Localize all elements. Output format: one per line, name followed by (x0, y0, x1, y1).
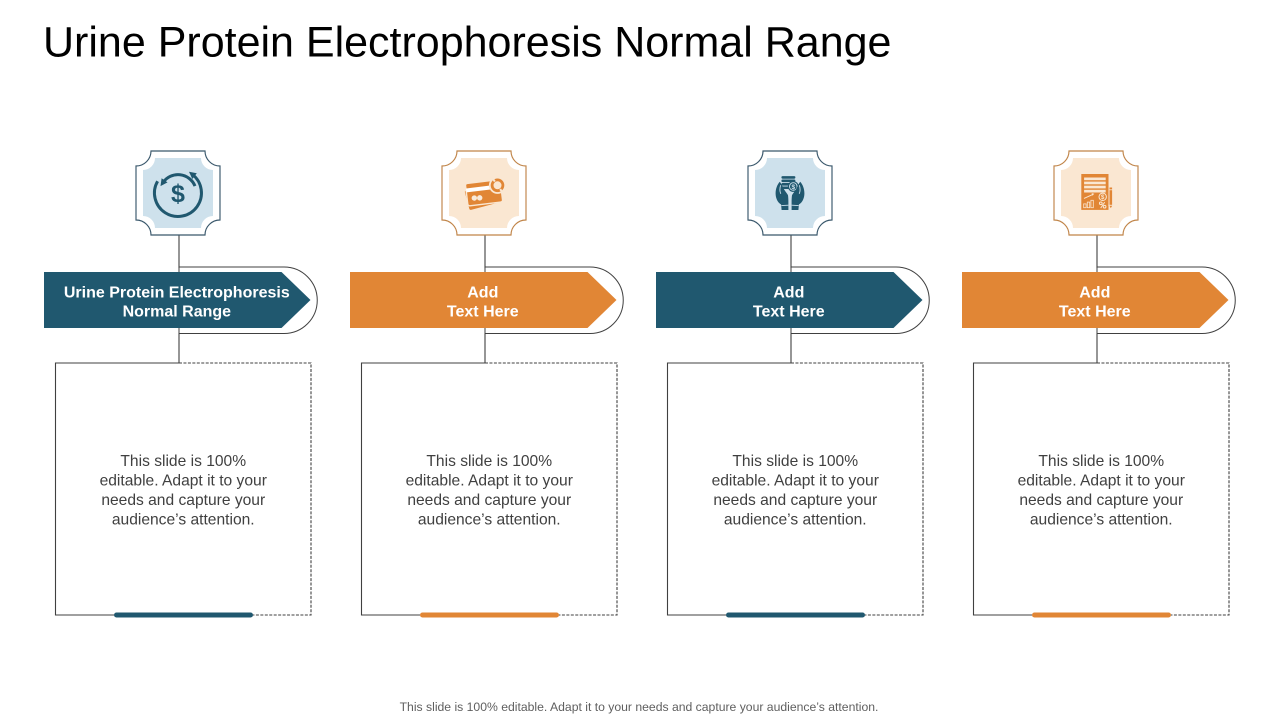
svg-text:editable. Adapt it to your: editable. Adapt it to your (100, 472, 267, 489)
svg-text:$: $ (791, 184, 795, 191)
svg-text:Urine Protein Electrophoresis: Urine Protein Electrophoresis (64, 284, 290, 301)
svg-text:This slide is 100%: This slide is 100% (120, 453, 246, 470)
svg-text:needs and capture your: needs and capture your (101, 492, 265, 509)
svg-text:editable. Adapt it to your: editable. Adapt it to your (406, 472, 573, 489)
svg-text:This slide is 100%: This slide is 100% (426, 453, 552, 470)
svg-text:audience’s attention.: audience’s attention. (418, 511, 561, 528)
svg-text:audience’s attention.: audience’s attention. (112, 511, 255, 528)
svg-text:$: $ (1101, 195, 1105, 201)
svg-text:editable. Adapt it to your: editable. Adapt it to your (1018, 472, 1185, 489)
svg-text:needs and capture your: needs and capture your (713, 492, 877, 509)
svg-text:Urine Protein Electrophoresis: Urine Protein Electrophoresis Normal Ran… (43, 19, 891, 67)
svg-text:Add: Add (773, 284, 804, 301)
svg-text:Text Here: Text Here (447, 303, 519, 320)
svg-text:Add: Add (467, 284, 498, 301)
svg-text:Add: Add (1079, 284, 1110, 301)
svg-text:needs and capture your: needs and capture your (407, 492, 571, 509)
svg-text:This slide is 100% editable. A: This slide is 100% editable. Adapt it to… (400, 700, 879, 714)
svg-text:$: $ (171, 180, 185, 208)
svg-text:Normal Range: Normal Range (123, 303, 232, 320)
svg-text:Text Here: Text Here (1059, 303, 1131, 320)
svg-text:editable. Adapt it to your: editable. Adapt it to your (712, 472, 879, 489)
svg-text:audience’s attention.: audience’s attention. (724, 511, 867, 528)
svg-text:audience’s attention.: audience’s attention. (1030, 511, 1173, 528)
svg-text:Text Here: Text Here (753, 303, 825, 320)
svg-text:This slide is 100%: This slide is 100% (1038, 453, 1164, 470)
svg-text:needs and capture your: needs and capture your (1019, 492, 1183, 509)
svg-text:This slide is 100%: This slide is 100% (732, 453, 858, 470)
